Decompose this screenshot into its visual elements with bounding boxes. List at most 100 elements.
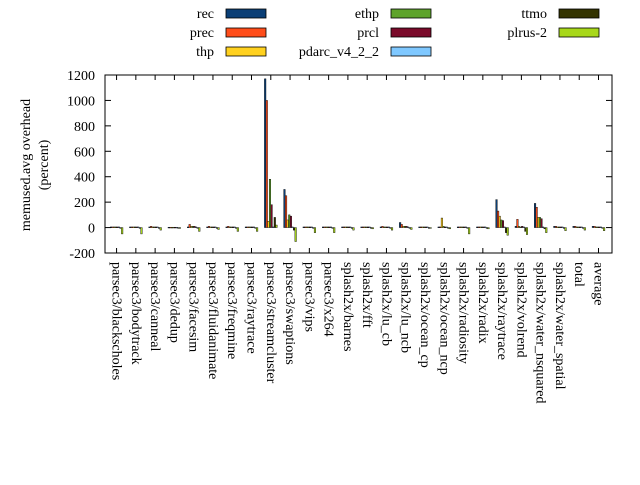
legend-swatch-prec xyxy=(225,27,267,38)
bar-plrus-2-parsec3-bodytrack xyxy=(140,227,143,235)
bar-prcl-parsec3-streamcluster xyxy=(270,204,273,228)
bar-plrus-2-parsec3-raytrace xyxy=(256,227,259,232)
y-axis-label-line-2: (percent) xyxy=(37,139,52,190)
bar-ttmo-splash2x-raytrace xyxy=(505,227,508,233)
bar-prec-splash2x-water-nsquared xyxy=(535,207,538,228)
bar-prec-parsec3-freqmine xyxy=(227,226,230,228)
bar-rec-splash2x-lu-cb xyxy=(379,226,382,228)
legend-label-pdarc_v4_2_2: pdarc_v4_2_2 xyxy=(299,45,379,60)
bar-pdarc_v4_2_2-total xyxy=(580,226,583,228)
bar-ttmo-splash2x-fft xyxy=(370,227,373,229)
bar-ethp-splash2x-water-nsquared xyxy=(538,217,541,228)
bar-prcl-splash2x-raytrace xyxy=(501,220,504,228)
x-tick-label: splash2x/radiosity xyxy=(456,262,471,364)
bar-prcl-splash2x-barnes xyxy=(347,226,350,228)
bar-prcl-parsec3-bodytrack xyxy=(135,226,138,228)
bar-plrus-2-splash2x-volrend xyxy=(525,227,528,235)
bar-rec-parsec3-freqmine xyxy=(225,226,228,228)
bar-pdarc_v4_2_2-splash2x-volrend xyxy=(522,226,525,228)
bar-pdarc_v4_2_2-parsec3-freqmine xyxy=(233,226,236,228)
legend-swatch-ttmo xyxy=(558,8,600,19)
bar-thp-parsec3-bodytrack xyxy=(132,226,135,228)
bar-plrus-2-splash2x-raytrace xyxy=(506,227,509,236)
bar-prcl-average xyxy=(598,226,601,228)
bar-prec-splash2x-ocean-cp xyxy=(420,226,423,228)
bar-thp-splash2x-water-nsquared xyxy=(537,217,540,228)
bar-ethp-splash2x-barnes xyxy=(346,226,349,228)
y-ticks: -200 0 200 400 600 800 1000 1200 xyxy=(67,69,612,262)
bar-pdarc_v4_2_2-splash2x-lu-ncb xyxy=(407,226,410,228)
bar-pdarc_v4_2_2-splash2x-lu-cb xyxy=(387,226,390,228)
bar-pdarc_v4_2_2-parsec3-raytrace xyxy=(252,226,255,228)
bar-pdarc_v4_2_2-splash2x-ocean-cp xyxy=(426,226,429,228)
bar-prec-parsec3-canneal xyxy=(150,226,153,228)
bar-prcl-parsec3-swaptions xyxy=(289,215,292,228)
bar-thp-splash2x-ocean-ncp xyxy=(440,217,443,228)
bar-pdarc_v4_2_2-splash2x-radiosity xyxy=(464,226,467,228)
bar-prcl-splash2x-radiosity xyxy=(463,226,466,228)
bar-rec-splash2x-water-spatial xyxy=(553,226,556,228)
bar-ethp-parsec3-streamcluster xyxy=(268,179,271,228)
y-tick-label: 1000 xyxy=(67,94,95,109)
bar-rec-splash2x-radix xyxy=(476,226,479,228)
bar-ttmo-parsec3-fluidanimate xyxy=(215,227,218,229)
bar-ttmo-splash2x-radiosity xyxy=(466,227,469,229)
bar-ttmo-splash2x-ocean-ncp xyxy=(447,227,450,229)
bar-plrus-2-parsec3-vips xyxy=(313,227,316,233)
bar-prcl-splash2x-ocean-cp xyxy=(424,226,427,228)
bar-rec-splash2x-lu-ncb xyxy=(399,222,402,228)
bar-ethp-parsec3-vips xyxy=(307,226,310,228)
bar-plrus-2-parsec3-x264 xyxy=(333,227,336,233)
bar-pdarc_v4_2_2-splash2x-ocean-ncp xyxy=(445,226,448,228)
bar-pdarc_v4_2_2-splash2x-radix xyxy=(484,226,487,228)
bar-prcl-parsec3-x264 xyxy=(328,226,331,228)
bar-thp-parsec3-canneal xyxy=(151,226,154,228)
bar-prec-splash2x-volrend xyxy=(516,219,519,228)
x-tick-label: parsec3/facesim xyxy=(186,262,201,352)
bar-prcl-parsec3-dedup xyxy=(174,226,177,229)
bar-rec-parsec3-raytrace xyxy=(244,226,247,228)
bar-plrus-2-splash2x-water-nsquared xyxy=(545,227,548,233)
bar-prcl-parsec3-canneal xyxy=(154,226,157,228)
bar-ttmo-parsec3-streamcluster xyxy=(273,217,276,228)
bar-ethp-splash2x-radix xyxy=(481,226,484,228)
x-tick-label: splash2x/fft xyxy=(359,262,374,328)
bar-rec-parsec3-facesim xyxy=(187,226,190,228)
bar-ethp-total xyxy=(577,226,580,228)
x-tick-label: splash2x/barnes xyxy=(340,262,355,351)
bar-thp-parsec3-x264 xyxy=(325,226,328,228)
bar-pdarc_v4_2_2-splash2x-water-spatial xyxy=(561,226,564,228)
x-tick-label: total xyxy=(571,262,586,287)
bar-prec-parsec3-x264 xyxy=(323,226,326,228)
x-tick-label: splash2x/radix xyxy=(475,262,490,344)
bar-rec-parsec3-bodytrack xyxy=(129,226,132,228)
bar-prec-parsec3-dedup xyxy=(169,226,172,229)
bar-prec-parsec3-blackscholes xyxy=(111,226,114,228)
bar-plrus-2-parsec3-canneal xyxy=(159,227,162,231)
legend-label-prec: prec xyxy=(190,26,214,41)
bar-prcl-splash2x-volrend xyxy=(521,226,524,228)
bar-ethp-parsec3-bodytrack xyxy=(134,226,137,228)
bar-rec-splash2x-water-nsquared xyxy=(534,203,537,228)
bar-prcl-parsec3-blackscholes xyxy=(116,226,119,228)
bar-plrus-2-splash2x-ocean-cp xyxy=(429,227,432,229)
bar-rec-average xyxy=(591,226,594,228)
legend-label-plrus-2: plrus-2 xyxy=(507,26,547,41)
bar-thp-splash2x-water-spatial xyxy=(556,226,559,228)
bar-ttmo-parsec3-raytrace xyxy=(254,227,257,229)
x-tick-label: parsec3/x264 xyxy=(321,262,336,337)
bar-pdarc_v4_2_2-splash2x-barnes xyxy=(349,226,352,228)
x-tick-label: splash2x/water_nsquared xyxy=(533,262,548,404)
bar-plrus-2-splash2x-barnes xyxy=(352,227,355,231)
bar-prcl-parsec3-fluidanimate xyxy=(212,226,215,228)
bar-rec-splash2x-fft xyxy=(360,226,363,228)
bar-ethp-splash2x-raytrace xyxy=(500,219,503,228)
bar-thp-parsec3-dedup xyxy=(170,226,173,229)
bar-ttmo-parsec3-swaptions xyxy=(293,227,296,231)
bar-thp-splash2x-barnes xyxy=(344,226,347,228)
bar-prec-splash2x-water-spatial xyxy=(554,226,557,228)
bar-plrus-2-splash2x-radix xyxy=(487,227,490,230)
bar-prcl-splash2x-lu-cb xyxy=(386,226,389,228)
bar-thp-parsec3-swaptions xyxy=(286,219,289,228)
